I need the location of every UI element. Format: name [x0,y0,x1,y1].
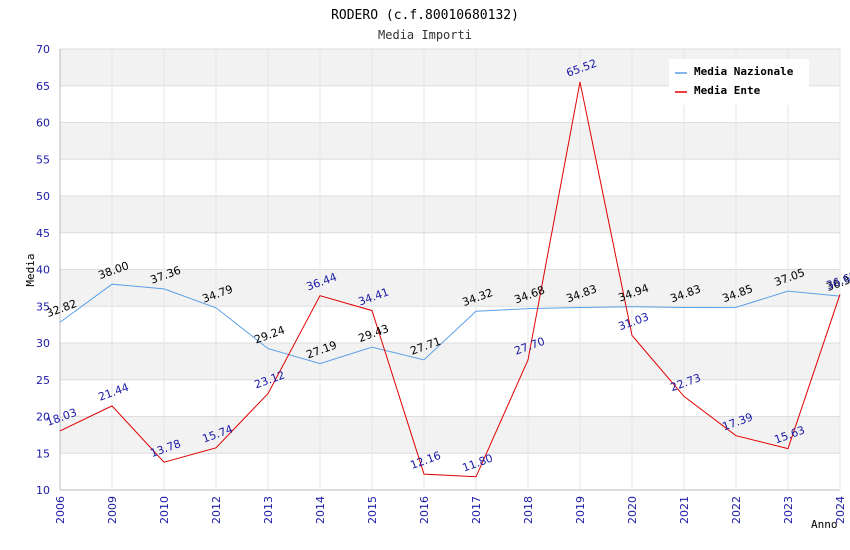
grid-band [60,232,840,270]
x-tick-label: 2021 [678,496,691,524]
y-tick-label: 45 [36,227,50,240]
grid-band [60,343,840,380]
series-lines [59,81,841,478]
x-tick-label: 2010 [158,496,171,524]
chart-subtitle: Media Importi [378,28,472,42]
x-tick-label: 2018 [522,496,535,524]
x-tick-label: 2016 [418,496,431,524]
x-axis-label: Anno [811,518,838,531]
y-tick-label: 30 [36,337,50,350]
y-tick-label: 25 [36,374,50,387]
legend-box [669,59,809,105]
grid-band [60,159,840,196]
y-tick-label: 60 [36,117,50,130]
x-tick-label: 2019 [574,496,587,524]
legend: Media Nazionale Media Ente [669,59,809,105]
y-axis-ticks: 10 15 20 25 30 35 40 45 50 55 60 65 70 [36,43,50,497]
grid-band [60,379,840,417]
x-tick-label: 2023 [782,496,795,524]
y-tick-label: 65 [36,80,50,93]
y-tick-label: 15 [36,447,50,460]
x-axis-ticks: 2006 2009 2010 2012 2013 2014 2015 2016 2017 2018… [54,496,847,524]
y-axis-label: Media [24,253,37,286]
series-line-media-ente [59,81,841,478]
x-tick-label: 2024 [834,496,847,524]
grid-band [60,269,840,307]
chart-title: RODERO (c.f.80010680132) [331,8,519,23]
x-tick-label: 2017 [470,496,483,524]
legend-label-ente: Media Ente [694,84,761,97]
x-tick-label: 2022 [730,496,743,524]
y-tick-label: 20 [36,411,50,424]
x-tick-label: 2014 [314,496,327,524]
y-tick-label: 40 [36,264,50,277]
x-tick-label: 2013 [262,496,275,524]
x-tick-label: 2009 [106,496,119,524]
grid-bands [60,49,840,490]
grid-band [60,416,840,454]
y-tick-label: 55 [36,153,50,166]
legend-label-nazionale: Media Nazionale [694,65,794,78]
x-tick-label: 2015 [366,496,379,524]
grid-band [60,122,840,160]
grid-band [60,306,840,343]
series-line-media-nazionale [59,283,841,365]
grid-band [60,196,840,233]
y-tick-label: 50 [36,190,50,203]
x-tick-label: 2006 [54,496,67,524]
x-tick-label: 2012 [210,496,223,524]
x-tick-label: 2020 [626,496,639,524]
grid-band [60,453,840,490]
y-tick-label: 70 [36,43,50,56]
y-tick-label: 10 [36,484,50,497]
y-tick-label: 35 [36,300,50,313]
